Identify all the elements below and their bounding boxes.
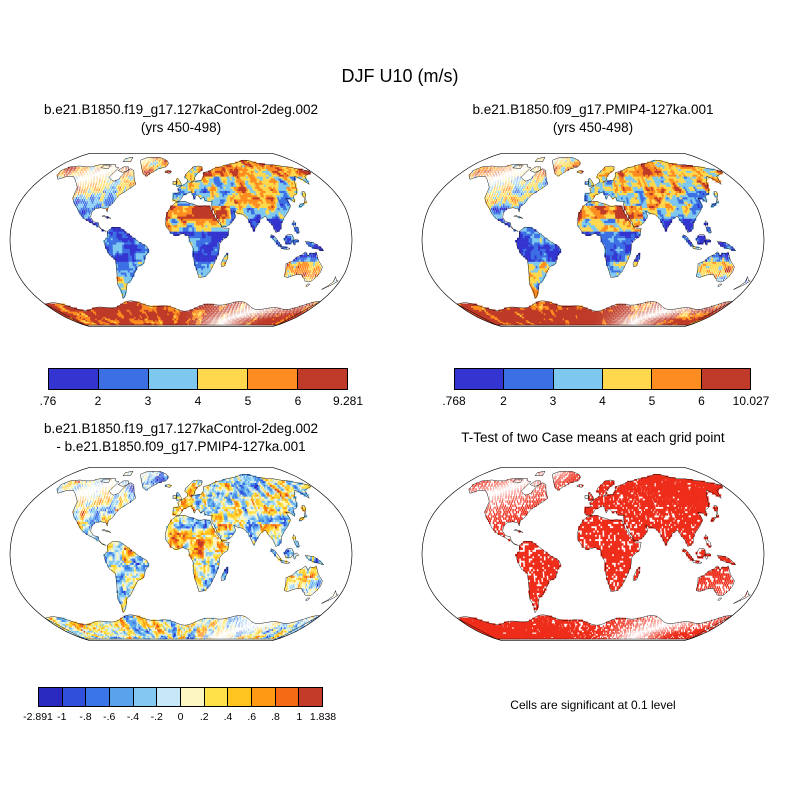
- colorbar-tick: 6: [698, 394, 705, 408]
- colorbar-tick: 6: [294, 394, 302, 408]
- world-map-experiment: [418, 150, 768, 330]
- colorbar-segment: [701, 369, 750, 389]
- colorbar-segment: [110, 688, 134, 706]
- colorbar-tick: -1: [57, 711, 67, 723]
- colorbar-segment: [299, 688, 323, 706]
- colorbar-tick: .76: [39, 394, 57, 408]
- panel-difference-title-line2: - b.e21.B1850.f09_g17.PMIP4-127ka.001: [56, 439, 306, 454]
- colorbar-segment: [275, 688, 300, 706]
- ttest-caption: Cells are significant at 0.1 level: [510, 698, 676, 712]
- panel-experiment-subtitle: (yrs 450-498): [552, 120, 634, 135]
- colorbar-tick: -.6: [103, 711, 116, 723]
- colorbar-segment: [248, 369, 299, 389]
- colorbar-difference: -2.891 -1 -.8 -.6 -.4 -.2 0 .2 .4 .6 .8 1 1.838: [23, 687, 336, 726]
- colorbar-control: .76 2 3 4 5 6 9.281: [40, 368, 363, 409]
- panel-control-subtitle: (yrs 450-498): [140, 120, 222, 135]
- colorbar-tick: 1.838: [309, 711, 337, 723]
- colorbar-segment: [62, 688, 87, 706]
- colorbar-tick: 3: [144, 394, 152, 408]
- colorbar-tick: 10.027: [732, 394, 770, 408]
- colorbar-tick: 2: [500, 394, 507, 408]
- colorbar-tick: .2: [199, 711, 209, 723]
- colorbar-tick-labels: .768 2 3 4 5 6 10.027: [442, 394, 769, 409]
- colorbar-segment: [98, 369, 149, 389]
- colorbar-segment: [228, 688, 253, 706]
- colorbar-tick: -.8: [79, 711, 92, 723]
- colorbar-tick: 5: [648, 394, 656, 408]
- colorbar-segment: [252, 688, 276, 706]
- colorbar-tick: -2.891: [23, 711, 53, 723]
- colorbar-tick: 4: [194, 394, 202, 408]
- colorbar-tick-labels: .76 2 3 4 5 6 9.281: [40, 394, 363, 409]
- colorbar-segment: [157, 688, 182, 706]
- colorbar-experiment: .768 2 3 4 5 6 10.027: [442, 368, 769, 409]
- colorbar-tick: 2: [94, 394, 102, 408]
- colorbar-segment: [204, 688, 229, 706]
- colorbar-tick: 0: [177, 711, 184, 723]
- colorbar-segment: [148, 369, 199, 389]
- colorbar-tick: .6: [247, 711, 257, 723]
- colorbar-tick: 9.281: [332, 394, 364, 408]
- colorbar-tick-labels: -2.891 -1 -.8 -.6 -.4 -.2 0 .2 .4 .6 .8 1 1.838: [23, 711, 336, 726]
- colorbar-segment: [181, 688, 205, 706]
- colorbar-tick: 1: [296, 711, 303, 723]
- colorbar-tick: -.4: [126, 711, 140, 723]
- colorbar-swatches: [38, 687, 323, 707]
- panel-ttest-title: T-Test of two Case means at each grid po…: [461, 430, 725, 445]
- colorbar-tick: .4: [223, 711, 233, 723]
- colorbar-tick: 5: [244, 394, 252, 408]
- world-map-difference: [6, 464, 356, 644]
- colorbar-segment: [553, 369, 603, 389]
- colorbar-segment: [298, 369, 347, 389]
- colorbar-segment: [504, 369, 554, 389]
- panel-control-title: b.e21.B1850.f19_g17.127kaControl-2deg.00…: [44, 102, 318, 117]
- world-map-ttest: [418, 464, 768, 644]
- colorbar-tick: .768: [442, 394, 466, 408]
- colorbar-tick: -.2: [150, 711, 163, 723]
- colorbar-tick: .8: [271, 711, 280, 723]
- panel-difference-title-line1: b.e21.B1850.f19_g17.127kaControl-2deg.00…: [44, 421, 318, 436]
- world-map-control: [6, 150, 356, 330]
- panel-experiment-title: b.e21.B1850.f09_g17.PMIP4-127ka.001: [472, 102, 714, 117]
- colorbar-segment: [39, 688, 63, 706]
- colorbar-segment: [602, 369, 653, 389]
- figure-title: DJF U10 (m/s): [341, 66, 459, 86]
- colorbar-swatches: [454, 368, 751, 390]
- colorbar-segment: [49, 369, 99, 389]
- colorbar-swatches: [48, 368, 348, 390]
- colorbar-tick: 3: [549, 394, 557, 408]
- colorbar-segment: [198, 369, 249, 389]
- colorbar-segment: [455, 369, 505, 389]
- colorbar-tick: 4: [599, 394, 606, 408]
- colorbar-segment: [652, 369, 702, 389]
- colorbar-segment: [133, 688, 158, 706]
- colorbar-segment: [86, 688, 111, 706]
